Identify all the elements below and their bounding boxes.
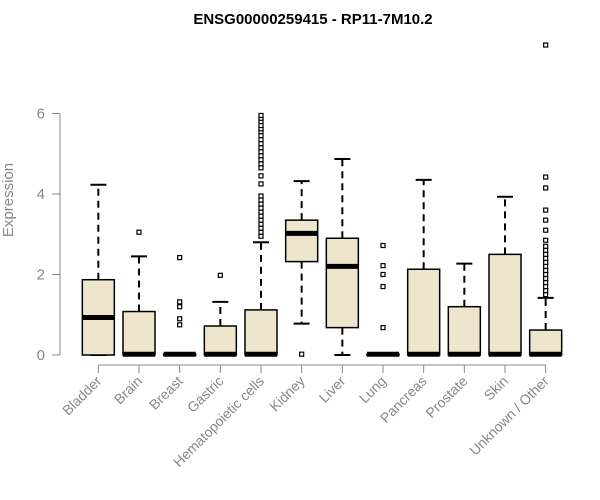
outlier-point: [177, 322, 183, 328]
outlier-point: [258, 173, 264, 179]
outlier-point: [258, 141, 264, 147]
outlier-point: [258, 112, 264, 119]
outlier-point: [258, 201, 264, 207]
outlier-point: [258, 209, 264, 215]
outlier-point: [258, 149, 264, 155]
iqr-box: [122, 310, 156, 356]
outlier-point: [258, 193, 264, 199]
x-tick-label: Bladder: [59, 373, 105, 419]
box-kidney: [284, 180, 319, 357]
outlier-point: [543, 287, 549, 294]
outlier-point: [177, 304, 183, 310]
outlier-point: [543, 263, 549, 270]
x-tick-label: Kidney: [266, 373, 308, 415]
iqr-box: [244, 309, 278, 356]
outlier-point: [543, 185, 549, 191]
chart-title: ENSG00000259415 - RP11-7M10.2: [193, 11, 432, 28]
y-tick-label: 4: [37, 186, 45, 203]
outlier-point: [543, 255, 549, 261]
outlier-point: [543, 259, 549, 266]
outlier-point: [258, 225, 264, 231]
outlier-point: [136, 229, 142, 235]
outlier-point: [177, 254, 183, 261]
iqr-box: [528, 329, 563, 356]
box-bladder: [81, 183, 116, 356]
iqr-box: [203, 325, 238, 356]
outlier-point: [543, 292, 549, 298]
box-lung: [366, 242, 400, 357]
outlier-point: [258, 145, 264, 151]
outlier-point: [258, 229, 264, 235]
outlier-point: [543, 283, 549, 290]
box-liver: [325, 157, 360, 356]
outlier-point: [258, 157, 264, 163]
outlier-point: [258, 153, 264, 159]
outlier-point: [543, 207, 549, 213]
box-brain: [122, 229, 156, 357]
outlier-point: [380, 271, 386, 278]
outlier-point: [380, 325, 386, 331]
outlier-point: [258, 221, 264, 227]
y-axis: 0 2 4 6: [37, 105, 61, 364]
box-hematopoietic-cells: [244, 112, 278, 357]
outlier-point: [258, 161, 264, 167]
outlier-point: [380, 283, 386, 290]
x-tick-label: Prostate: [422, 373, 470, 421]
outlier-point: [258, 181, 264, 187]
outlier-point: [543, 279, 549, 286]
iqr-box: [488, 253, 522, 356]
outlier-point: [543, 227, 549, 233]
outlier-point: [543, 237, 549, 243]
outlier-point: [258, 133, 264, 139]
outlier-point: [177, 299, 183, 305]
outlier-point: [258, 217, 264, 223]
iqr-box: [406, 268, 441, 356]
outlier-point: [217, 272, 223, 278]
iqr-box: [325, 237, 360, 329]
box-pancreas: [406, 178, 441, 357]
outlier-point: [543, 267, 549, 274]
y-tick-label: 6: [37, 105, 45, 122]
iqr-box: [447, 305, 482, 356]
box-prostate: [447, 262, 482, 357]
outlier-point: [543, 243, 549, 249]
outlier-point: [258, 205, 264, 211]
outlier-point: [258, 122, 264, 129]
x-tick-label: Breast: [146, 373, 186, 413]
y-tick-label: 2: [37, 266, 45, 283]
outlier-point: [543, 247, 549, 253]
outlier-point: [258, 197, 264, 203]
iqr-box: [284, 219, 319, 263]
boxes-group: [81, 42, 563, 357]
outlier-point: [380, 263, 386, 269]
outlier-point: [258, 213, 264, 219]
x-tick-label: Brain: [111, 373, 145, 407]
outlier-point: [380, 242, 386, 249]
outlier-point: [543, 217, 549, 223]
outlier-point: [543, 42, 549, 48]
y-tick-label: 0: [37, 347, 45, 364]
outlier-point: [543, 174, 549, 180]
outlier-point: [299, 351, 305, 357]
outlier-point: [543, 275, 549, 282]
box-gastric: [203, 272, 238, 357]
box-unknown-other: [528, 42, 563, 357]
x-tick-label: Skin: [481, 373, 512, 404]
outlier-point: [258, 233, 264, 239]
outlier-point: [258, 137, 264, 143]
outlier-point: [543, 271, 549, 278]
y-axis-label: Expression: [0, 163, 17, 237]
box-breast: [162, 254, 197, 357]
x-tick-label: Lung: [356, 373, 389, 406]
outlier-point: [177, 316, 183, 322]
x-tick-label: Liver: [316, 373, 349, 406]
box-skin: [488, 195, 522, 357]
outlier-point: [543, 251, 549, 257]
outlier-point: [258, 165, 264, 171]
